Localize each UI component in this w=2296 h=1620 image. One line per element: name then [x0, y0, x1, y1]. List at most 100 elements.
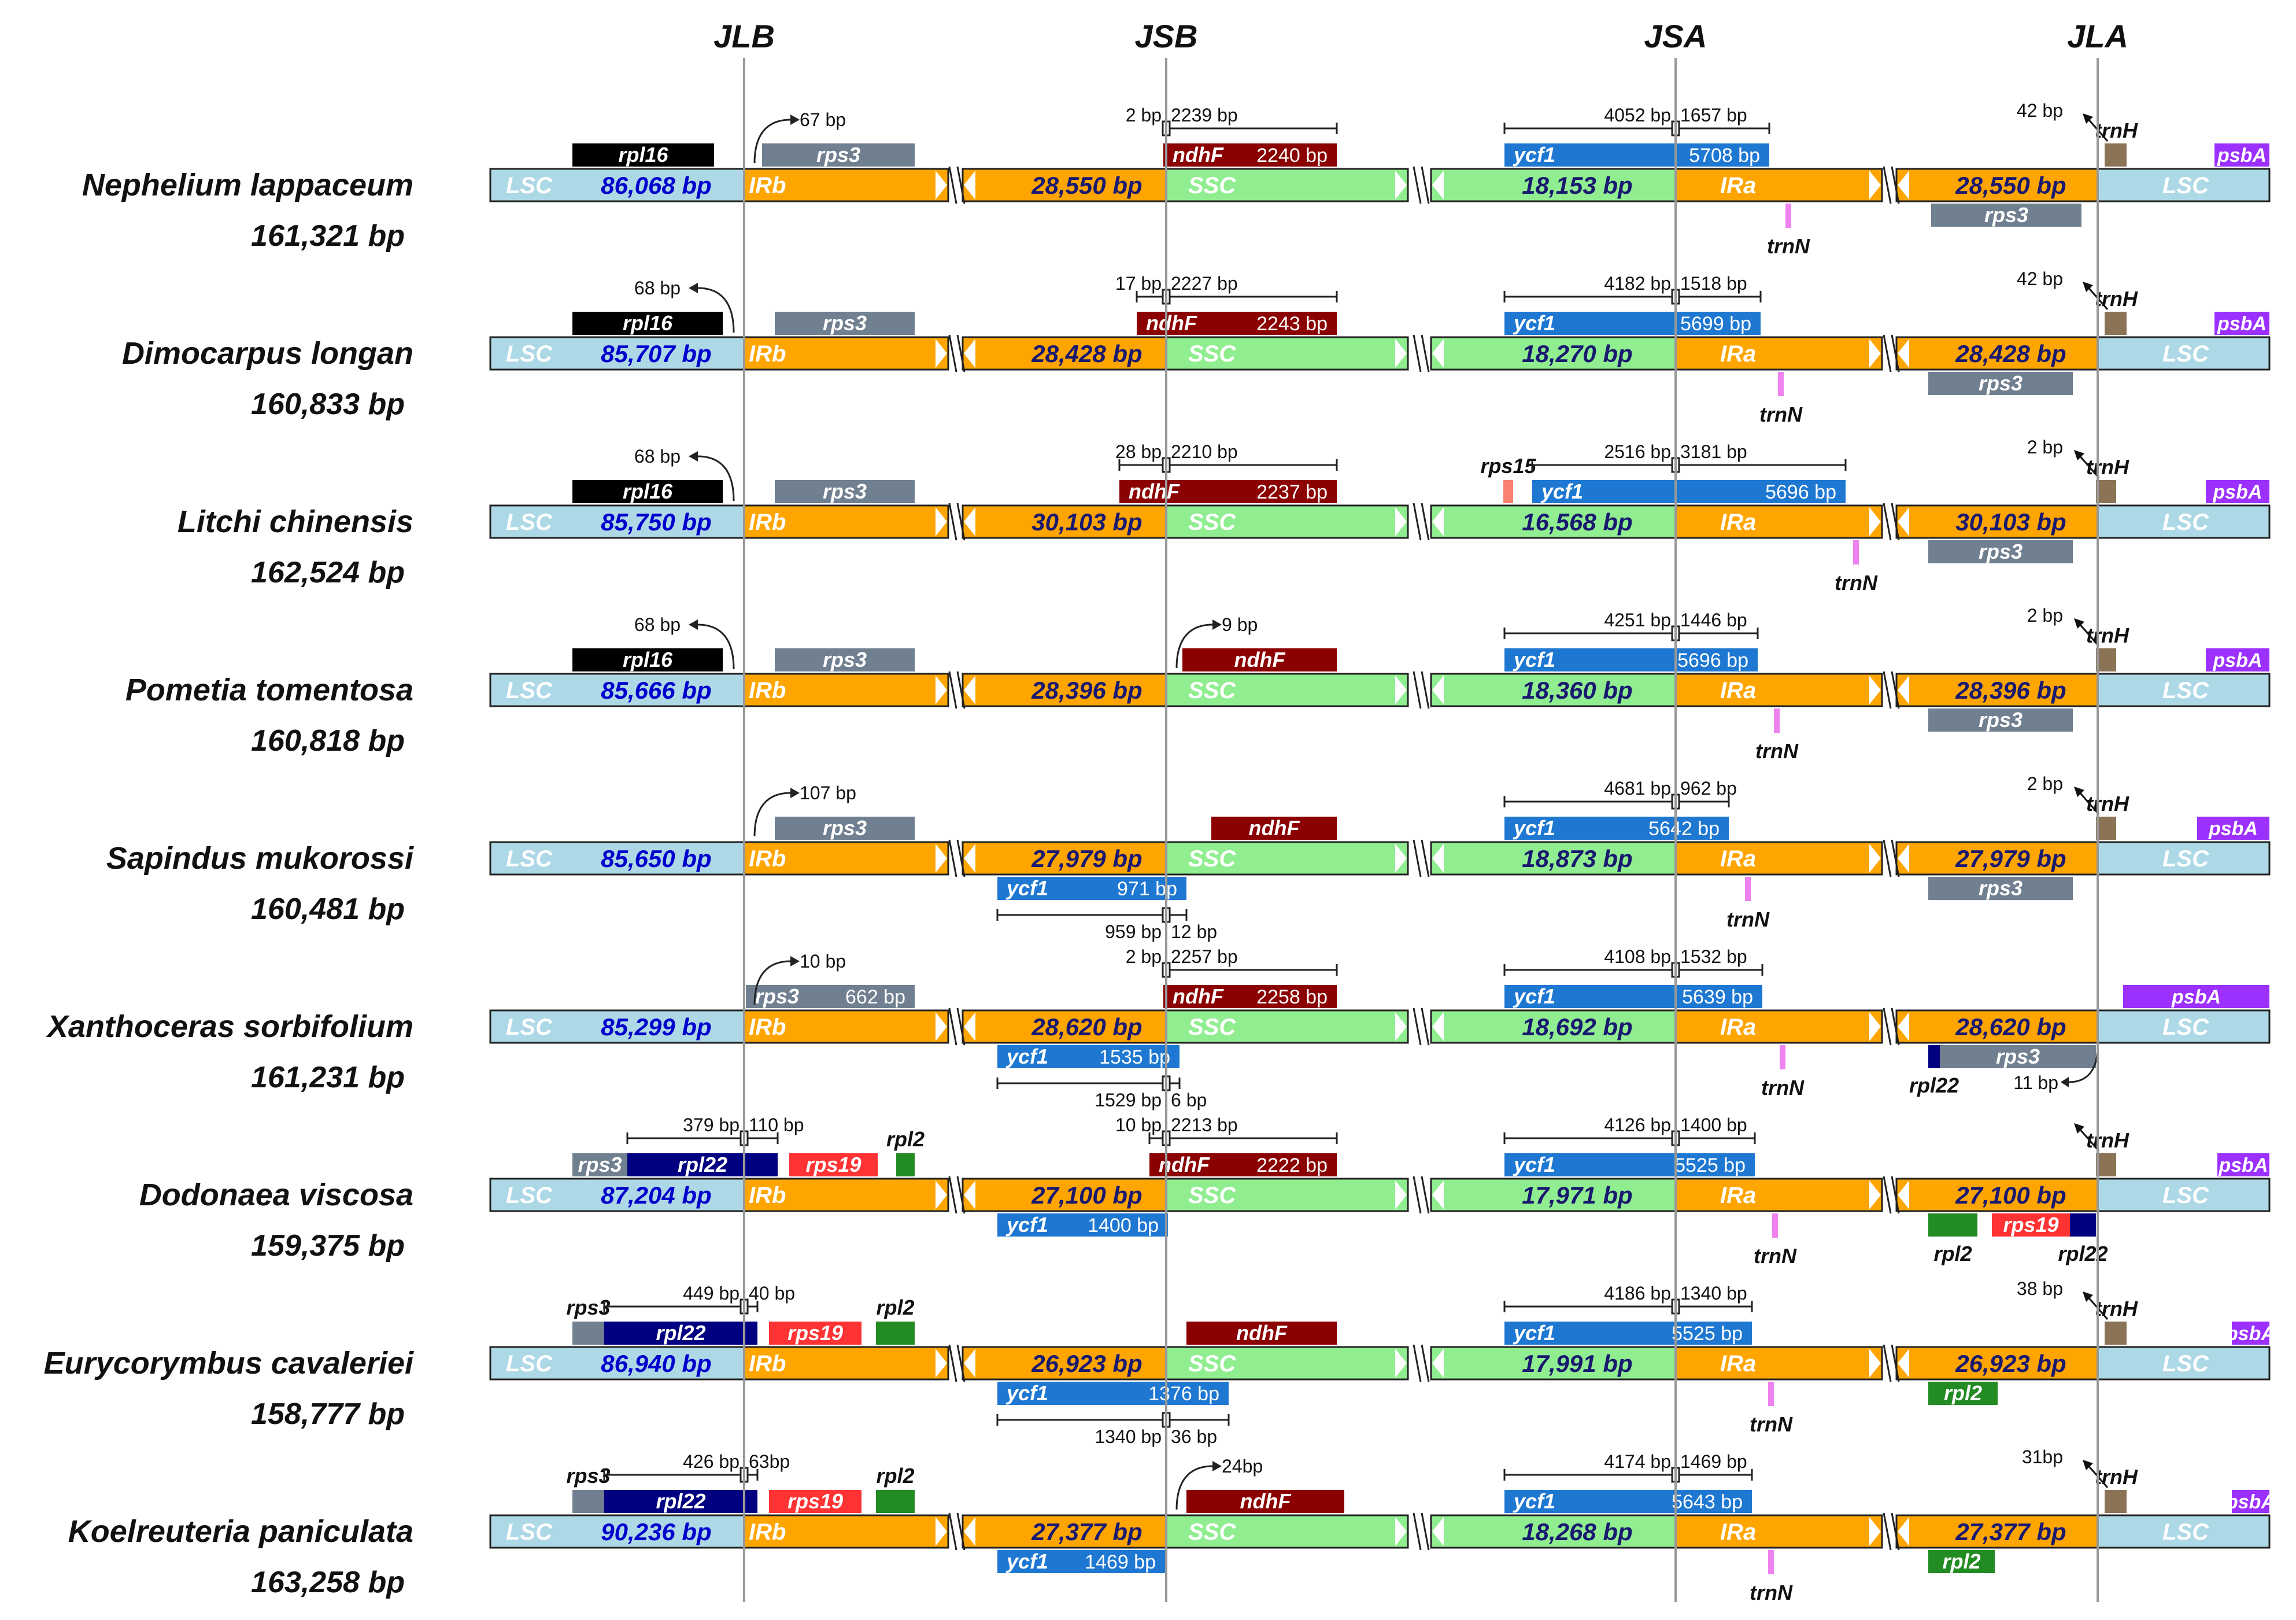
distance-curve — [1175, 1465, 1213, 1510]
distance-label: 24bp — [1222, 1456, 1263, 1477]
junction-label-jla: JLA — [2067, 18, 2128, 54]
break-mark — [1883, 503, 1892, 541]
junction-label-jlb: JLB — [713, 18, 775, 54]
gene-label: rps3 — [1996, 1045, 2040, 1068]
gene-psba — [2232, 1322, 2269, 1345]
gene-label: rpl2 — [886, 1127, 925, 1151]
gene-rpl22 — [627, 1153, 778, 1176]
distance-label: 10 bp — [800, 951, 846, 972]
region-ssc2 — [1430, 1009, 1677, 1044]
gene-label: trnN — [1759, 403, 1803, 426]
boundary-arrow — [964, 171, 975, 200]
lsc-length: 85,707 bp — [601, 340, 711, 367]
break-mark — [948, 166, 957, 204]
genome-length: 158,777 bp — [251, 1397, 405, 1431]
distance-label: 107 bp — [800, 783, 856, 803]
boundary-arrow — [936, 1012, 947, 1041]
region-lsc — [489, 168, 745, 202]
species-row: Pometia tomentosa 160,818 bp LSC IRb SSC IRa L… — [125, 605, 2271, 763]
boundary-arrow — [1869, 1012, 1881, 1041]
region-irb2 — [962, 841, 1167, 876]
gene-length: 5696 bp — [1677, 650, 1748, 671]
span-left-length: 379 bp — [683, 1115, 740, 1135]
gene-rps3 — [1931, 204, 2081, 227]
gene-psba — [2214, 312, 2269, 335]
gene-label: trnH — [2086, 1128, 2129, 1152]
gene-length: 2258 bp — [1256, 986, 1328, 1008]
gene-rps3 — [1940, 1045, 2096, 1068]
region-irb2 — [962, 1346, 1167, 1381]
gene-label: trnN — [1750, 1581, 1793, 1604]
break-mark — [948, 1344, 957, 1382]
boundary-arrow — [964, 1012, 975, 1041]
boundary-arrow — [1395, 676, 1407, 704]
genome-length: 161,231 bp — [251, 1061, 405, 1094]
boundary-arrow — [964, 844, 975, 873]
boundary-arrow — [1898, 844, 1909, 873]
boundary-arrow — [1869, 339, 1881, 368]
region-label-ira: IRa — [1720, 173, 1756, 198]
distance-label: 2 bp — [2027, 605, 2063, 626]
pointer-head — [2083, 1460, 2093, 1470]
boundary-arrow — [1395, 171, 1407, 200]
boundary-arrow — [1869, 1180, 1881, 1209]
boundary-arrow — [1432, 844, 1444, 873]
boundary-arrow — [1395, 1517, 1407, 1546]
gene-label: rps3 — [823, 311, 867, 335]
region-label-lsc: LSC — [506, 678, 553, 703]
gene-rpl16 — [572, 480, 723, 503]
gene-ndhf — [1211, 817, 1337, 840]
region-label-lsc: LSC — [506, 846, 553, 872]
gene-ycf1 — [1504, 817, 1729, 840]
lsc-length: 85,666 bp — [601, 677, 711, 704]
boundary-arrow — [964, 1517, 975, 1546]
region-lsc — [489, 1178, 745, 1212]
distance-label: 68 bp — [634, 614, 681, 635]
gene-ndhf — [1137, 312, 1337, 335]
region-ssc2 — [1430, 504, 1677, 539]
region-label-ira: IRa — [1720, 510, 1756, 535]
gene-label: ycf1 — [1005, 1213, 1048, 1237]
gene-rps3 — [775, 817, 915, 840]
break-mark — [1883, 1008, 1892, 1046]
gene-ycf1 — [997, 1550, 1165, 1573]
region-label-ssc: SSC — [1188, 1351, 1236, 1377]
break-mark — [948, 1176, 957, 1214]
ssc-length: 18,692 bp — [1522, 1013, 1632, 1040]
boundary-arrow — [1869, 1517, 1881, 1546]
gene-trnn — [1745, 877, 1751, 901]
region-label-ira: IRa — [1720, 341, 1756, 367]
region-label-ssc: SSC — [1188, 678, 1236, 703]
irb-length: 30,103 bp — [1031, 508, 1142, 536]
gene-trnn — [1774, 708, 1780, 733]
pointer-line — [2077, 622, 2100, 647]
region-ira — [1674, 1514, 1883, 1549]
gene-ycf1 — [1532, 480, 1846, 503]
gene-label: ndhF — [1240, 1489, 1292, 1513]
ssc-length: 18,153 bp — [1522, 172, 1632, 199]
region-label-lsc-right: LSC — [2162, 1351, 2209, 1377]
region-label-lsc-right: LSC — [2162, 1183, 2209, 1208]
gene-trnn — [1768, 1382, 1774, 1406]
ira-length: 28,428 bp — [1955, 340, 2066, 367]
distance-arrow — [1212, 1461, 1222, 1471]
break-mark — [948, 334, 957, 372]
gene-label: rpl2 — [1942, 1549, 1980, 1573]
boundary-arrow — [1869, 1349, 1881, 1378]
break-mark — [1891, 166, 1900, 204]
region-irb2 — [962, 168, 1167, 202]
gene-rpl2 — [876, 1322, 915, 1345]
irb-length: 28,428 bp — [1031, 340, 1142, 367]
region-label-lsc: LSC — [506, 1519, 553, 1545]
gene-psba — [2206, 648, 2269, 671]
region-ira2 — [1895, 1346, 2099, 1381]
region-lsc2 — [2097, 1009, 2271, 1044]
span-right-length: 962 bp — [1680, 778, 1737, 799]
gene-rpl22 — [604, 1490, 757, 1513]
distance-curve — [753, 119, 791, 164]
distance-label: 67 bp — [800, 109, 846, 130]
break-mark — [1883, 1344, 1892, 1382]
gene-label: rpl16 — [623, 648, 673, 671]
region-label-ira: IRa — [1720, 1183, 1756, 1208]
distance-label: 11 bp — [2013, 1072, 2058, 1093]
